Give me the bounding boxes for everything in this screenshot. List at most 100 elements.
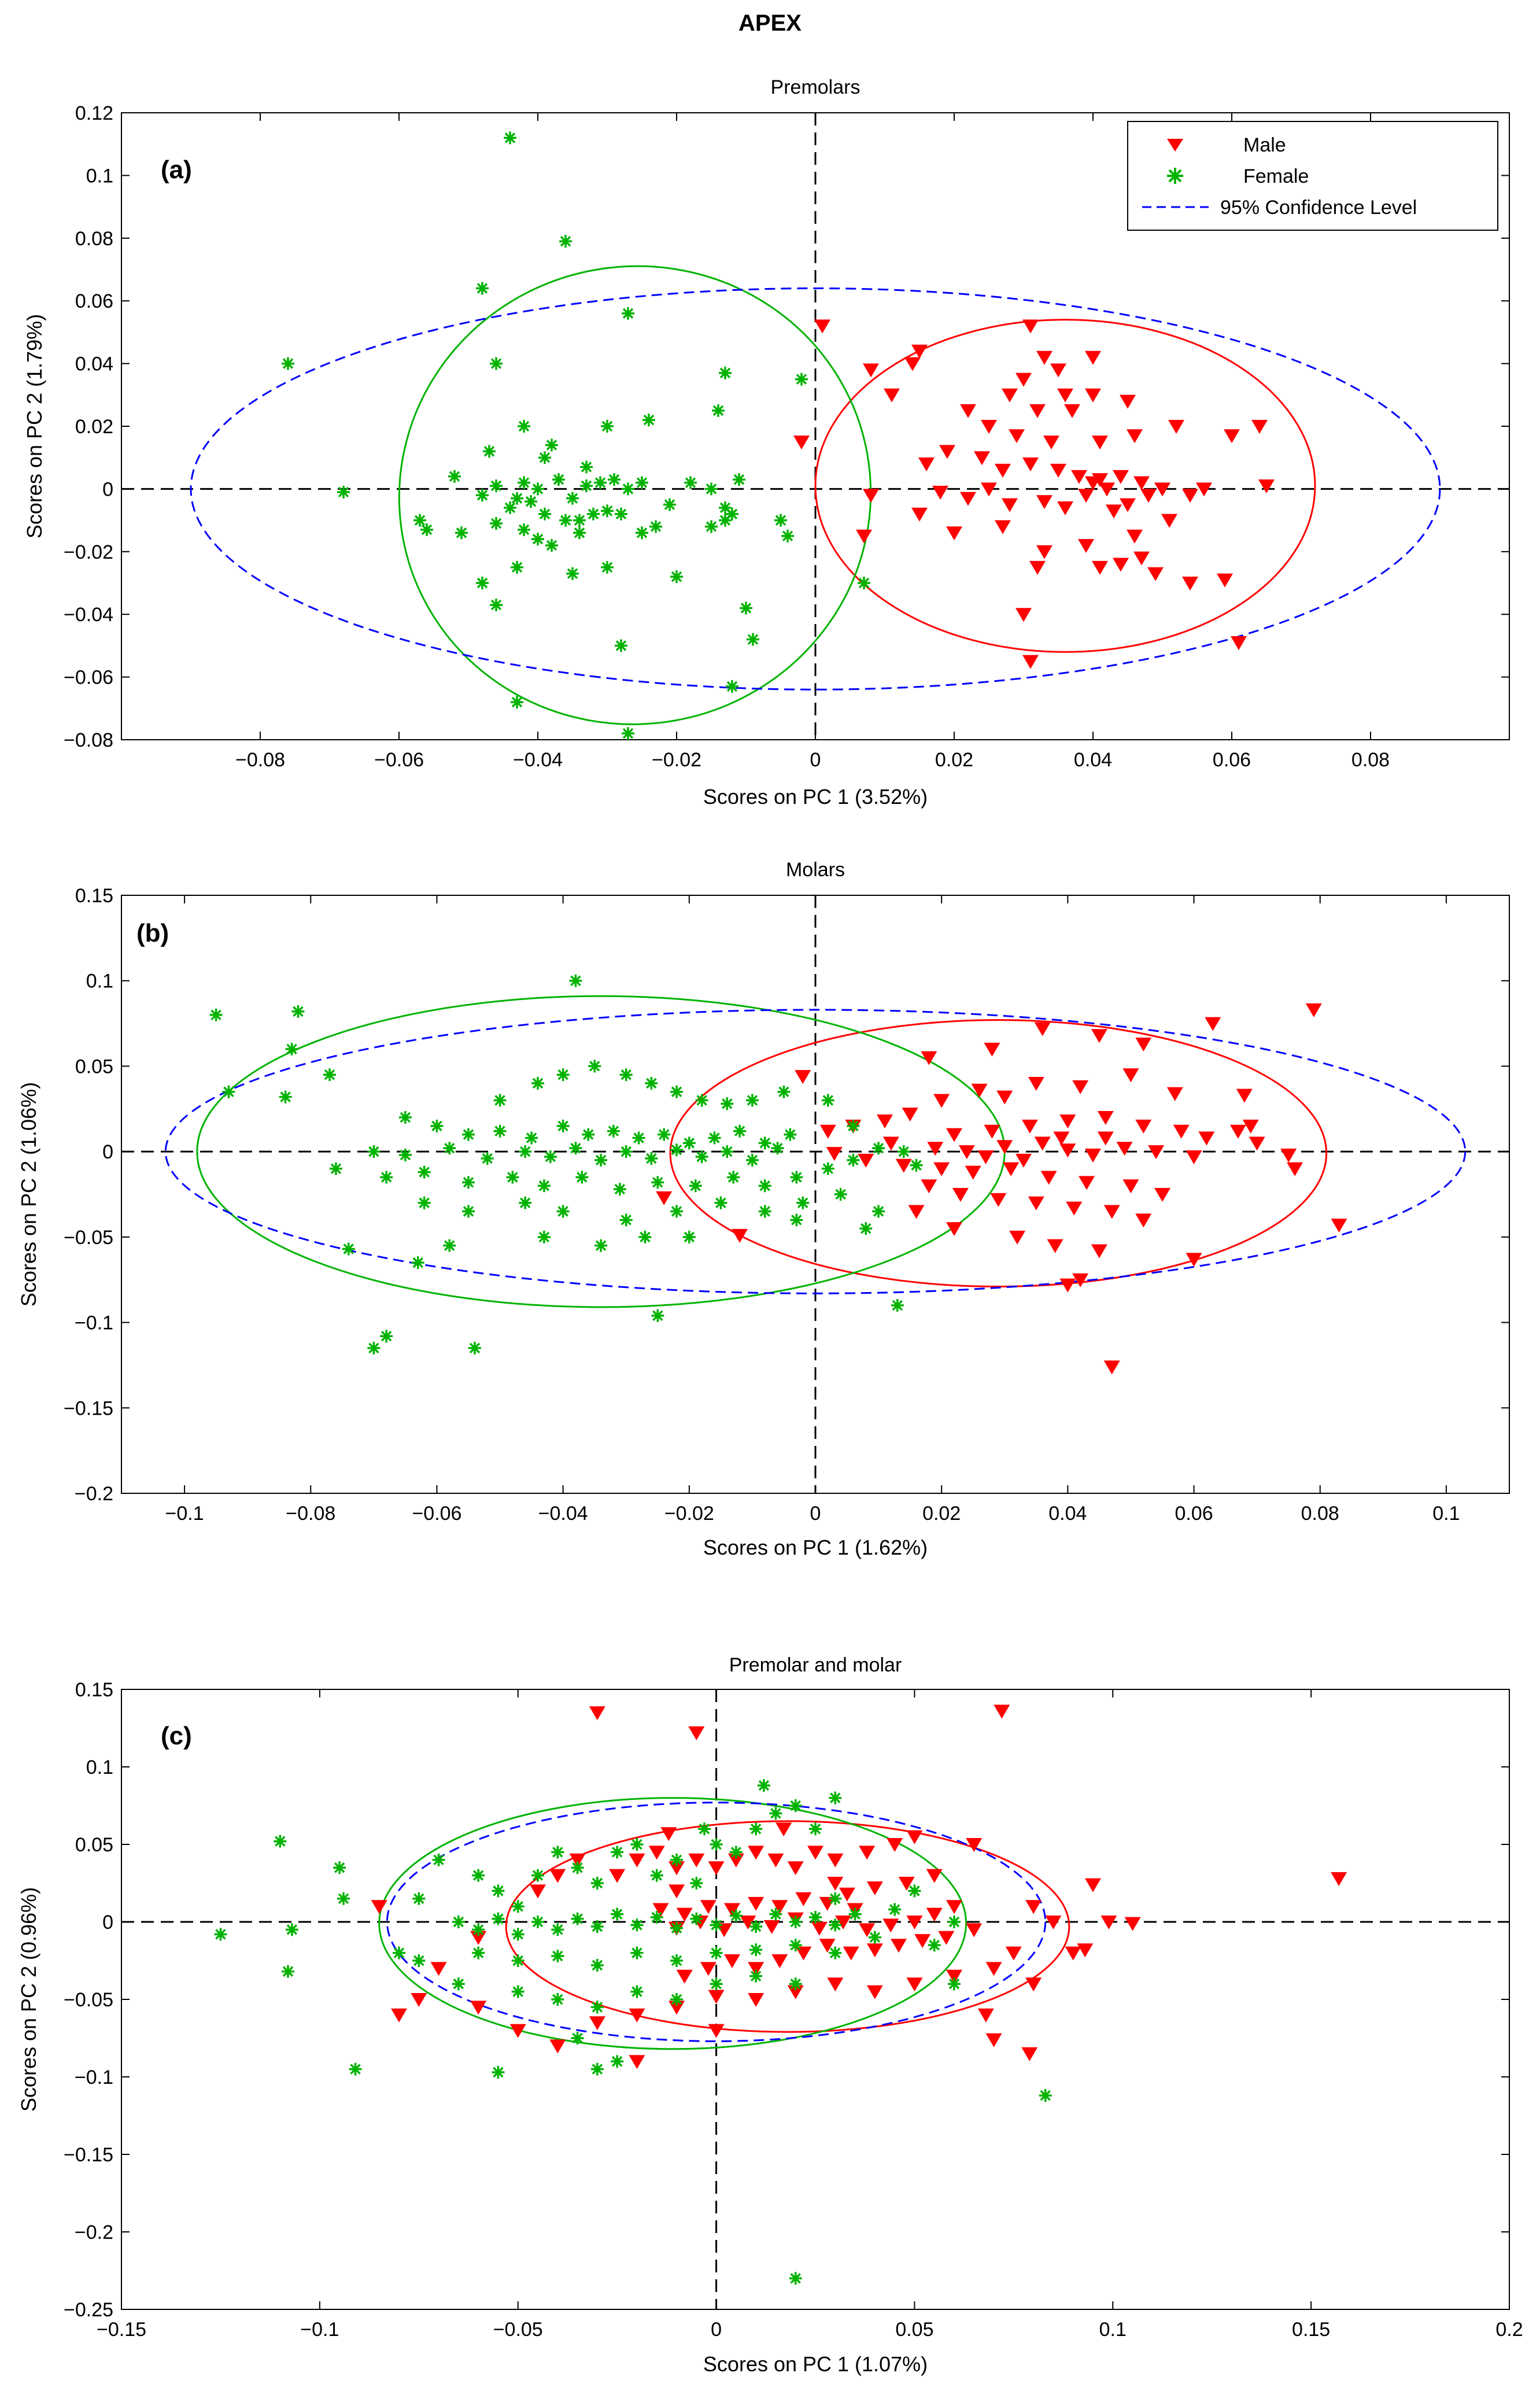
y-tick-label: −0.25 xyxy=(64,2299,113,2321)
legend-confidence-label: 95% Confidence Level xyxy=(1220,197,1417,219)
male-point xyxy=(795,1892,812,1906)
male-point xyxy=(996,1090,1013,1105)
panel-title: Molars xyxy=(786,859,845,881)
male-point xyxy=(985,1962,1002,1976)
female-point xyxy=(282,357,294,370)
panel-label: (b) xyxy=(136,919,169,947)
male-point xyxy=(933,1094,950,1108)
x-tick-label: 0.08 xyxy=(1351,749,1390,771)
x-axis-label: Scores on PC 1 (1.07%) xyxy=(703,2352,928,2376)
male-point xyxy=(676,1907,693,1922)
female-point xyxy=(590,1959,604,1972)
female-point xyxy=(749,1943,763,1957)
y-tick-label: −0.02 xyxy=(64,541,113,563)
female-point xyxy=(420,523,433,536)
female-point xyxy=(594,1153,608,1167)
male-point xyxy=(960,492,976,506)
male-point xyxy=(1022,655,1039,669)
female-point xyxy=(790,1171,803,1184)
male-point xyxy=(898,1877,915,1891)
male-point xyxy=(960,404,976,418)
female-point xyxy=(545,538,558,552)
female-point xyxy=(349,2062,362,2076)
y-tick-label: 0 xyxy=(102,1141,113,1163)
male-point xyxy=(921,1179,937,1194)
male-point xyxy=(1217,573,1233,588)
male-point xyxy=(1091,1029,1107,1043)
male-point xyxy=(911,507,928,522)
female-point xyxy=(551,1993,564,2006)
female-point xyxy=(749,1969,763,1983)
female-point xyxy=(829,1946,842,1959)
female-point xyxy=(556,1205,570,1218)
x-axis-label: Scores on PC 1 (1.62%) xyxy=(703,1536,928,1559)
female-point xyxy=(872,1142,885,1155)
male-point xyxy=(1002,498,1018,512)
confidence-ellipse xyxy=(386,1802,1047,2042)
female-point xyxy=(721,1145,734,1158)
female-point xyxy=(829,1791,842,1804)
panel-c: −0.15 −0.1 −0.05 0 0.05 0.1 0.15 0.2 −0.25−0.2−… xyxy=(17,1654,1523,2376)
female-point xyxy=(537,1179,551,1193)
female-point xyxy=(367,1341,381,1355)
female-point xyxy=(758,1179,771,1193)
y-tick-label: −0.08 xyxy=(64,729,113,751)
female-point xyxy=(649,520,662,533)
male-point xyxy=(921,1051,937,1065)
male-point xyxy=(1072,1080,1089,1094)
male-point xyxy=(748,1846,765,1860)
female-point xyxy=(398,1111,412,1124)
female-point xyxy=(745,1153,759,1167)
panel-title: Premolar and molar xyxy=(729,1654,902,1676)
x-axis-label: Scores on PC 1 (3.52%) xyxy=(703,785,928,809)
male-point xyxy=(977,1150,994,1165)
male-point xyxy=(946,1128,962,1142)
x-tick-label: 0.06 xyxy=(1213,749,1251,771)
female-point xyxy=(630,1918,644,1932)
x-tick-label: −0.15 xyxy=(97,2319,146,2341)
female-point xyxy=(481,1152,494,1165)
female-point xyxy=(519,1145,532,1158)
female-point xyxy=(698,1822,711,1836)
female-point xyxy=(809,1910,822,1924)
female-point xyxy=(821,1094,834,1107)
female-point xyxy=(518,523,530,536)
female-point xyxy=(472,1946,485,1959)
female-point xyxy=(443,1142,456,1155)
male-point xyxy=(1135,1213,1152,1228)
female-point xyxy=(622,307,634,320)
female-point xyxy=(537,1230,551,1243)
male-point xyxy=(648,1846,665,1860)
male-point xyxy=(1085,1149,1101,1163)
male-point xyxy=(1047,1239,1063,1253)
male-point xyxy=(1229,1124,1246,1139)
female-point xyxy=(556,1119,570,1132)
female-point xyxy=(571,1912,584,1925)
male-point xyxy=(1040,1171,1057,1185)
female-point xyxy=(872,1205,885,1218)
female-point xyxy=(587,507,600,521)
male-point xyxy=(1120,498,1136,512)
male-point xyxy=(1071,470,1087,484)
female-point xyxy=(645,1076,658,1090)
female-point xyxy=(291,1005,305,1018)
male-point xyxy=(1166,1087,1183,1101)
male-point xyxy=(609,1869,626,1883)
male-point xyxy=(470,2001,487,2015)
male-point xyxy=(1331,1219,1347,1233)
female-point xyxy=(571,2032,584,2045)
female-point xyxy=(531,533,544,546)
female-point xyxy=(774,514,787,527)
male-point xyxy=(740,1916,756,1929)
x-tick-label: −0.08 xyxy=(235,749,285,771)
male-point xyxy=(1078,489,1094,503)
male-point xyxy=(1161,514,1177,528)
male-point xyxy=(1154,482,1170,497)
y-axis-label: Scores on PC 2 (1.79%) xyxy=(23,314,46,538)
male-point xyxy=(1097,1111,1114,1125)
male-point xyxy=(1085,350,1101,365)
male-point xyxy=(887,1838,903,1852)
x-ticks: −0.1 −0.08 −0.06 −0.04 −0.02 0 0.02 0.04 0.06 0.0… xyxy=(165,895,1460,1525)
female-point xyxy=(710,1838,723,1851)
female-point xyxy=(285,1923,298,1936)
